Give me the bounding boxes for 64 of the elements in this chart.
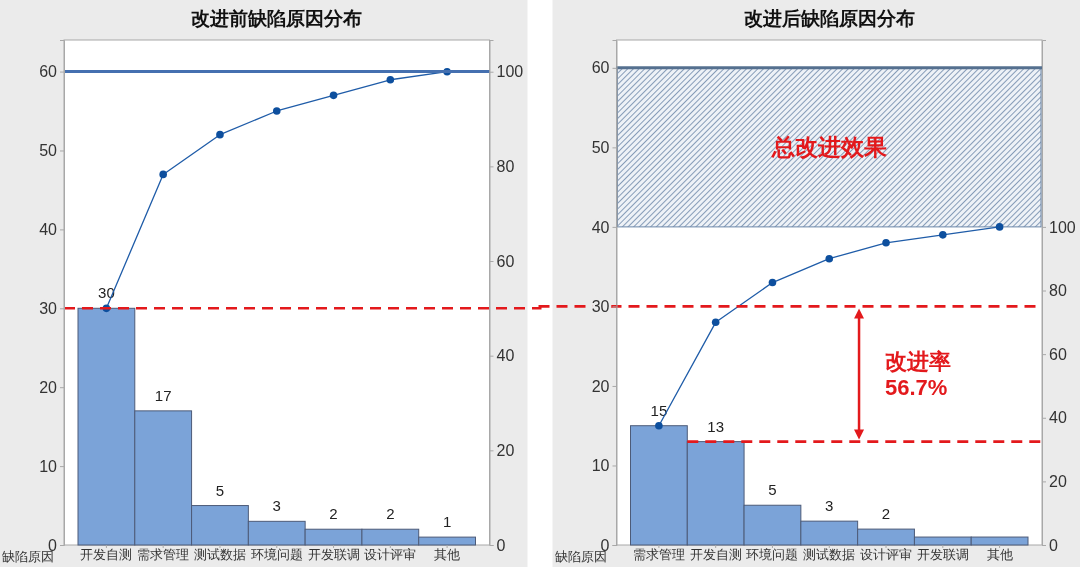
point [711,318,720,327]
y2-tick-label: 0 [1049,536,1058,554]
point [655,421,663,430]
y-tick-label: 30 [39,299,58,317]
y2-tick-label: 60 [1049,345,1067,363]
x-tick-label: 环境问题 [250,547,303,563]
point [159,170,167,179]
x-tick-label: 测试数据 [193,547,246,563]
x-tick-label: 开发自测 [689,547,742,563]
y2-tick-label: 40 [496,347,515,365]
y-tick-label: 60 [591,59,610,77]
y2-tick-label: 0 [496,536,506,554]
data-label: 2 [386,505,395,523]
x-tick-label: 测试数据 [803,547,856,563]
y2-tick-label: 80 [496,157,515,175]
x-tick-label: 其他 [986,547,1013,563]
y2-tick-label: 100 [1049,218,1076,236]
x-tick-label: 设计评审 [364,547,417,563]
x-tick-label: 开发自测 [80,547,133,563]
point [825,254,834,263]
y-tick-label: 50 [39,142,58,160]
chart-title: 改进前缺陷原因分布 [191,8,363,29]
y-tick-label: 50 [591,138,610,156]
y2-tick-label: 40 [1049,409,1067,427]
data-label: 3 [825,497,834,515]
point [995,223,1004,231]
y-tick-label: 20 [591,377,610,395]
x-tick-label: 需求管理 [632,547,685,563]
data-label: 15 [650,401,668,419]
y-tick-label: 20 [39,378,58,396]
annotation: 改进率 56.7% [885,349,952,401]
x-tick-label: 开发联调 [916,547,969,563]
y2-tick-label: 100 [496,63,524,81]
data-label: 1 [442,513,452,531]
x-tick-label: 开发联调 [307,547,360,563]
point [329,91,338,100]
y2-tick-label: 20 [496,441,515,459]
x-tick-label: 环境问题 [746,547,799,563]
data-label: 3 [272,497,281,515]
x-tick-label: 需求管理 [137,547,190,563]
data-label: 17 [154,386,172,404]
point [939,231,947,239]
chart-title: 改进后缺陷原因分布 [743,8,915,29]
y-tick-label: 60 [39,63,58,81]
data-label: 2 [881,505,891,523]
point [768,278,777,287]
data-label: 2 [329,505,338,523]
data-label: 5 [215,481,225,499]
data-label: 5 [768,481,777,499]
data-label: 13 [707,417,725,435]
band-label: 总改进效果 [770,134,887,161]
point [272,107,281,115]
point [882,239,890,247]
y-tick-label: 10 [39,457,58,475]
x-tick-label: 其他 [434,547,461,563]
y2-tick-label: 20 [1049,473,1067,490]
point [216,130,224,139]
y-tick-label: 10 [591,457,610,475]
y-tick-label: 40 [591,218,610,236]
point [386,75,395,84]
x-tick-label: 设计评审 [860,547,913,563]
y2-tick-label: 60 [496,252,515,270]
y-tick-label: 40 [39,220,58,238]
y2-tick-label: 80 [1049,282,1067,300]
